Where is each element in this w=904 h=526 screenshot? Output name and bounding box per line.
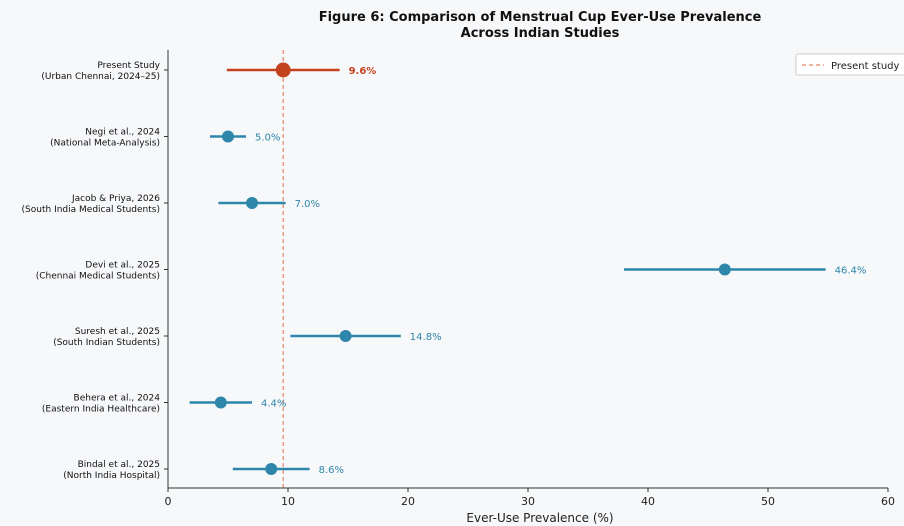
study-sublabel: (North India Hospital): [63, 471, 160, 481]
study-label: Bindal et al., 2025: [78, 460, 160, 470]
x-tick-label: 60: [881, 495, 895, 508]
point-estimate: [339, 330, 352, 342]
value-label: 5.0%: [255, 133, 280, 144]
study-sublabel: (Urban Chennai, 2024–25): [41, 72, 160, 82]
value-label: 4.4%: [261, 399, 286, 410]
study-label: Present Study: [97, 61, 160, 71]
x-tick-label: 20: [401, 495, 415, 508]
point-estimate: [275, 62, 291, 78]
study-label: Suresh et al., 2025: [75, 327, 160, 337]
study-sublabel: (Chennai Medical Students): [36, 272, 160, 282]
study-sublabel: (Eastern India Healthcare): [42, 405, 160, 415]
chart-title: Figure 6: Comparison of Menstrual Cup Ev…: [319, 10, 762, 25]
study-label: Devi et al., 2025: [85, 261, 160, 271]
chart-subtitle: Across Indian Studies: [461, 26, 620, 41]
legend: Present study: [795, 53, 904, 76]
value-label: 7.0%: [295, 199, 320, 210]
x-tick-label: 50: [761, 495, 775, 508]
value-label: 46.4%: [835, 266, 867, 277]
study-label: Negi et al., 2024: [85, 128, 160, 138]
x-axis-label: Ever-Use Prevalence (%): [466, 511, 613, 525]
point-estimate: [246, 197, 258, 209]
point-estimate: [718, 263, 731, 276]
value-label: 14.8%: [410, 332, 442, 343]
x-tick-label: 30: [521, 495, 535, 508]
x-tick-label: 10: [281, 495, 295, 508]
point-estimate: [222, 130, 234, 143]
legend-box: [795, 53, 904, 76]
study-label: Jacob & Priya, 2026: [71, 194, 160, 204]
x-tick-label: 0: [165, 495, 172, 508]
legend-label: Present study: [831, 61, 900, 72]
point-estimate: [265, 463, 278, 475]
x-tick-label: 40: [641, 495, 655, 508]
value-label: 8.6%: [319, 465, 344, 476]
study-sublabel: (National Meta-Analysis): [50, 139, 160, 149]
point-estimate: [214, 396, 227, 409]
value-label: 9.6%: [349, 66, 377, 77]
study-sublabel: (South Indian Students): [53, 338, 160, 348]
study-label: Behera et al., 2024: [74, 394, 161, 404]
study-sublabel: (South India Medical Students): [22, 205, 160, 215]
